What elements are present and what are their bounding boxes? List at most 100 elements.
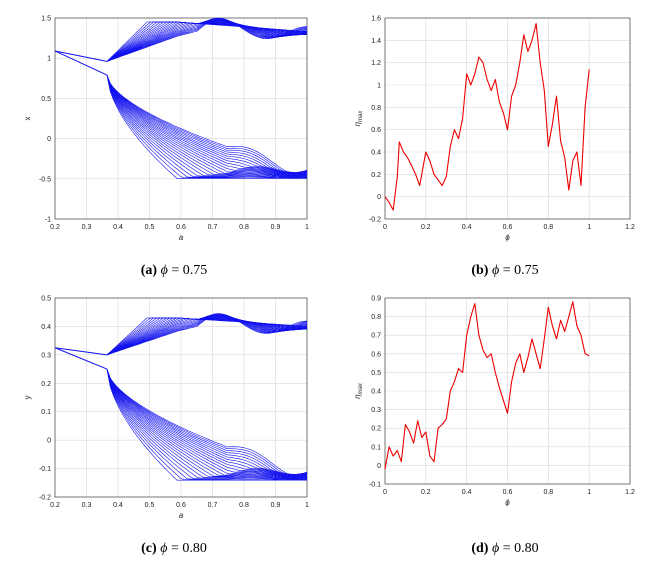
x-axis-label: ϕ [505,498,510,507]
x-tick-label: 0.6 [176,502,186,509]
x-tick-label: 0.7 [208,224,218,231]
orbit-lower [106,369,308,477]
y-tick-label: 1 [47,56,51,63]
y-tick-label: 0 [47,438,51,445]
chart-c: 0.2 0.3 0.4 0.5 0.6 0.7 0.8 0.9 1 -0.2 -0.1 0 0.1 0.2… [23,296,309,521]
orbit-lower [106,369,308,481]
y-tick-label: 0.2 [371,172,381,179]
x-tick-label: 0.3 [82,224,92,231]
orbit-upper [106,313,308,356]
y-tick-label: 0.8 [371,105,381,112]
stem-line [54,347,108,356]
orbit-upper [106,314,308,356]
y-tick-label: -0.5 [39,176,51,183]
plot-frame [384,297,631,485]
caption-b: (b) ϕ = 0.75 [471,263,539,278]
x-tick-label: 0.2 [421,224,431,231]
orbit-lower [106,369,308,479]
y-tick-label: 0.2 [41,381,51,388]
y-tick-label: 0.5 [41,296,51,303]
plot-frame [54,17,308,220]
chart-d: 0 0.2 0.4 0.6 0.8 1 1.2-0.100.10.20.30.40.50.6… [353,296,635,508]
y-tick-label: 0.8 [371,314,381,321]
x-axis-label: a [179,233,184,242]
plot-frame [384,17,631,220]
orbit-lower [106,369,308,479]
x-tick-label: 0.8 [543,224,553,231]
orbit-lower [106,75,308,178]
y-tick-label: -0.2 [369,217,381,224]
y-tick-label: 0.4 [371,150,381,157]
y-tick-label: 0.4 [41,324,51,331]
stem-line [54,50,108,76]
orbit-lower [106,74,308,174]
x-tick-label: 0.5 [145,502,155,509]
orbit-lower [106,75,308,178]
x-tick-label: 0.4 [462,224,472,231]
stem-line [54,50,108,62]
y-tick-label: 0.6 [371,351,381,358]
series-line [384,301,590,470]
caption-a: (a) ϕ = 0.75 [140,263,208,278]
orbit-lower [106,369,308,476]
orbit-lower [106,369,308,477]
orbit-lower [106,75,308,176]
y-tick-label: 1.4 [371,38,381,45]
x-tick-label: 0.4 [113,224,123,231]
x-tick-label: 0.6 [176,224,186,231]
orbit-lower [106,75,308,179]
x-tick-label: 0.7 [208,502,218,509]
orbit-upper [106,316,308,356]
y-tick-label: 0.2 [371,426,381,433]
y-tick-label: 0 [377,194,381,201]
x-tick-label: 0.4 [462,489,472,496]
orbit-lower [106,369,308,478]
y-tick-label: 1.6 [371,16,381,23]
y-tick-label: 0.9 [371,296,381,303]
orbit-lower [106,75,308,175]
y-axis-label: ηmax [353,382,364,399]
orbit-lower [106,75,308,178]
x-tick-label: 0.3 [82,502,92,509]
orbit-lower [106,74,308,174]
orbit-lower [106,75,308,178]
stem-line [54,347,108,370]
y-tick-label: 0.4 [371,389,381,396]
y-axis-label: x [23,117,32,121]
orbit-lower [106,369,308,476]
y-tick-label: 0.3 [371,407,381,414]
y-tick-label: -0.1 [369,482,381,489]
orbit-lower [106,74,308,173]
y-tick-label: 1.2 [371,60,381,67]
orbit-lower [106,75,308,176]
orbit-lower [106,75,308,176]
x-tick-label: 0.6 [503,224,513,231]
x-tick-label: 0.6 [503,489,513,496]
y-tick-label: 0.5 [371,370,381,377]
x-axis-label: ϕ [505,233,510,242]
orbit-lower [106,75,308,175]
y-tick-label: 0.1 [41,409,51,416]
caption-c: (c) ϕ = 0.80 [141,541,207,556]
orbit-upper [106,20,308,62]
orbit-lower [106,369,308,480]
orbit-upper [106,20,308,62]
x-tick-label: 0.2 [50,502,60,509]
x-tick-label: 1.2 [625,489,635,496]
chart-a: 0.2 0.3 0.4 0.5 0.6 0.7 0.8 0.9 1 -1 -0.5 0 0.5 1 1.5 a… [23,16,309,243]
y-tick-label: 0 [47,136,51,143]
orbit-upper [106,17,308,62]
orbit-upper [106,17,308,62]
x-tick-label: 1 [587,224,591,231]
x-tick-label: 0.9 [271,502,281,509]
plot-frame [54,297,308,498]
y-tick-label: -0.1 [39,466,51,473]
orbit-lower [106,369,308,481]
x-tick-label: 1 [587,489,591,496]
orbit-lower [106,369,308,476]
orbit-lower [106,369,308,479]
x-tick-label: 1 [305,224,309,231]
orbit-lower [106,74,308,174]
y-tick-label: 0.5 [41,96,51,103]
